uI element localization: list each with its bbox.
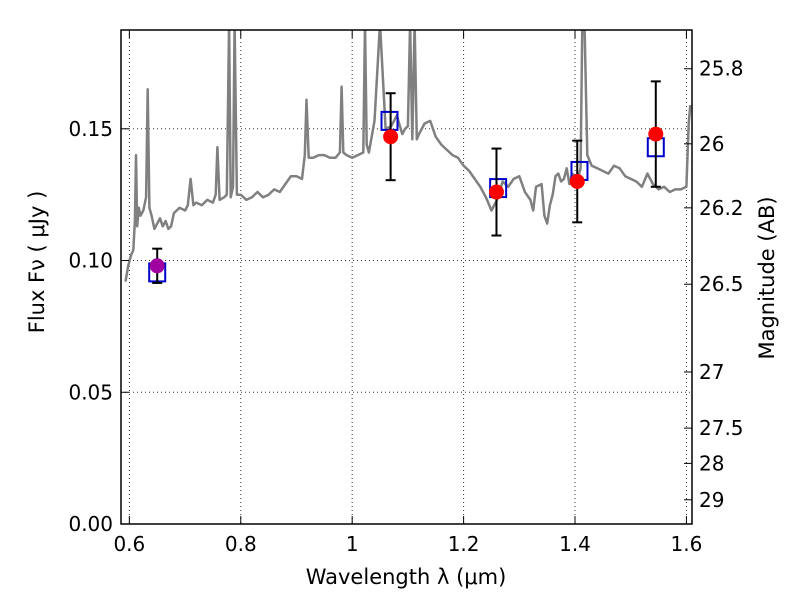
magnitude-tick-label: 25.8 — [699, 57, 744, 81]
observed-photometry-point — [648, 126, 664, 142]
template-spectrum-line — [124, 30, 692, 282]
gridlines — [121, 30, 692, 524]
magnitude-tick-label: 26 — [699, 132, 724, 156]
tick-labels: 0.6 0.8 1 1.2 1.4 1.6 0.00 0.05 0.10 0.15 25.8 26 26… — [68, 57, 743, 556]
x-tick-label: 1.4 — [559, 532, 591, 556]
right-axis-label: Magnitude (AB) — [755, 196, 779, 359]
magnitude-tick-label: 27.5 — [699, 416, 744, 440]
x-tick-label: 1 — [346, 532, 359, 556]
x-axis-label: Wavelength λ (μm) — [306, 565, 507, 589]
observed-photometry-point — [149, 258, 165, 274]
magnitude-tick-label: 26.2 — [699, 196, 744, 220]
axes — [120, 29, 693, 525]
x-tick-label: 1.2 — [448, 532, 480, 556]
plot-clip-group — [124, 30, 692, 284]
magnitude-tick-label: 29 — [699, 488, 724, 512]
plot-frame — [120, 29, 693, 525]
observed-photometry-point — [488, 184, 504, 200]
magnitude-tick-label: 26.5 — [699, 272, 744, 296]
x-tick-label: 1.6 — [671, 532, 703, 556]
observed-photometry-point — [383, 129, 399, 145]
x-tick-label: 0.6 — [113, 532, 145, 556]
x-tick-label: 0.8 — [225, 532, 257, 556]
y-axis-label: Flux Fν ( μJy ) — [25, 191, 49, 334]
magnitude-tick-label: 28 — [699, 451, 724, 475]
y-tick-label: 0.05 — [68, 380, 113, 404]
y-tick-label: 0.00 — [68, 512, 113, 536]
magnitude-tick-label: 27 — [699, 360, 724, 384]
y-tick-label: 0.10 — [68, 249, 113, 273]
y-tick-label: 0.15 — [68, 117, 113, 141]
observed-photometry-point — [569, 173, 585, 189]
